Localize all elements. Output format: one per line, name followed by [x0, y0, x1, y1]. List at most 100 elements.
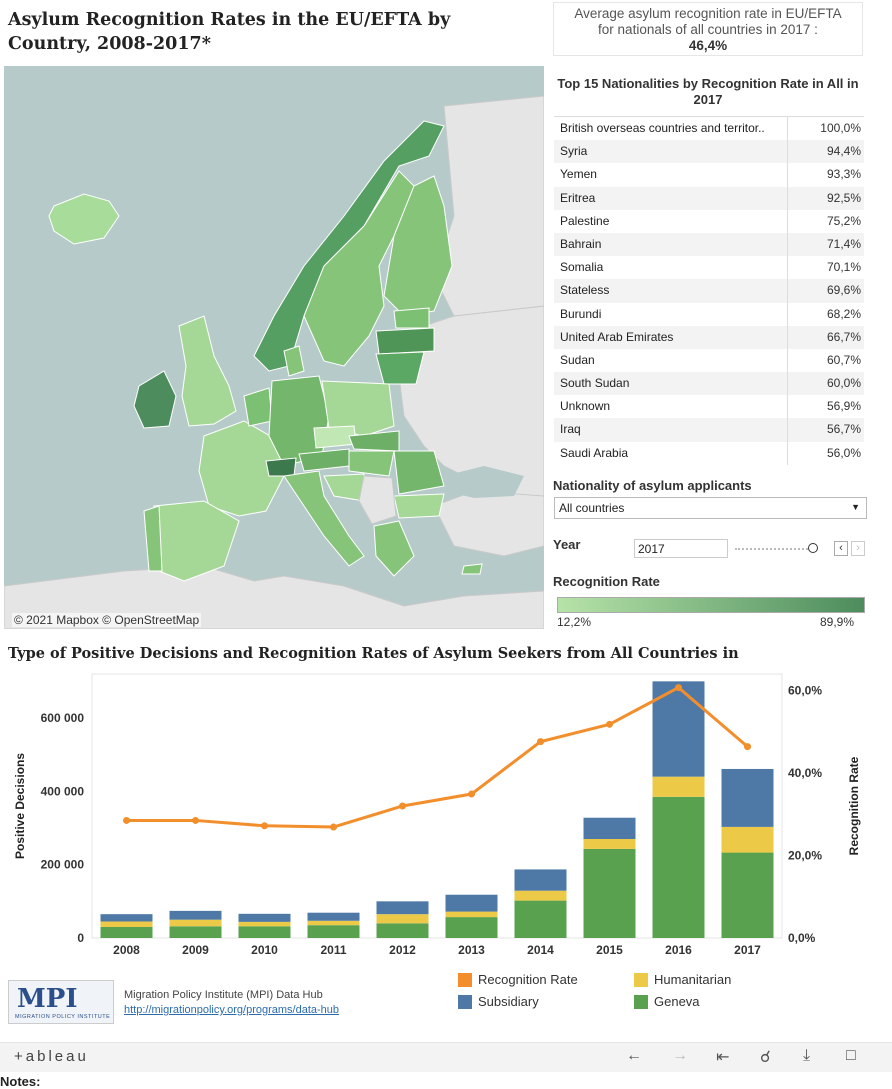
recognition-rate-point[interactable] [537, 738, 544, 746]
nationality-dropdown[interactable]: All countries ▼ [554, 497, 867, 519]
bar-humanitarian[interactable] [307, 920, 360, 926]
recognition-rate-point[interactable] [675, 684, 682, 692]
mpi-logo[interactable]: MPI MIGRATION POLICY INSTITUTE [8, 980, 114, 1024]
table-row[interactable]: Saudi Arabia 56,0% [554, 441, 864, 465]
recognition-rate-line[interactable] [126, 685, 749, 829]
table-row[interactable]: Eritrea 92,5% [554, 186, 864, 210]
year-next-button[interactable]: › [851, 541, 865, 556]
map-canvas[interactable] [4, 66, 544, 629]
legend-label: Humanitarian [654, 972, 732, 987]
bar-geneva[interactable] [307, 925, 360, 938]
avg-line-2: for nationals of all countries in 2017 : [598, 22, 818, 37]
mpi-link[interactable]: http://migrationpolicy.org/programs/data… [124, 1004, 340, 1016]
year-slider-handle[interactable] [808, 543, 818, 553]
nationality-rate: 60,7% [826, 352, 861, 367]
recognition-rate-label: Recognition Rate [553, 574, 660, 589]
recognition-rate-point[interactable] [261, 822, 268, 830]
bar-geneva[interactable] [652, 796, 705, 938]
bar-humanitarian[interactable] [238, 921, 291, 927]
year-slider-track[interactable] [735, 547, 815, 550]
bar-humanitarian[interactable] [652, 776, 705, 797]
table-row[interactable]: Somalia 70,1% [554, 256, 864, 280]
legend-geneva[interactable]: Geneva [634, 994, 700, 1009]
bar-humanitarian[interactable] [445, 911, 498, 918]
table-row[interactable]: Syria 94,4% [554, 140, 864, 164]
bar-humanitarian[interactable] [514, 890, 567, 901]
bar-geneva[interactable] [583, 848, 636, 938]
greece [373, 520, 415, 577]
table-row[interactable]: Bahrain 71,4% [554, 232, 864, 257]
table-row[interactable]: Yemen 93,3% [554, 163, 864, 187]
bar-subsidiary[interactable] [100, 914, 153, 922]
redo-icon[interactable]: → [672, 1047, 688, 1064]
table-row[interactable]: United Arab Emirates 66,7% [554, 325, 864, 349]
top15-title: Top 15 Nationalities by Recognition Rate… [557, 76, 859, 107]
legend-subsidiary[interactable]: Subsidiary [458, 994, 539, 1009]
y2-tick-label: 60,0% [788, 684, 822, 698]
nationality-rate: 69,6% [826, 283, 861, 298]
black-sea [444, 466, 524, 498]
bar-humanitarian[interactable] [721, 826, 774, 853]
bar-subsidiary[interactable] [514, 869, 567, 891]
share-icon[interactable]: ☌ [760, 1049, 771, 1066]
table-row[interactable]: South Sudan 60,0% [554, 372, 864, 396]
positive-decisions-chart[interactable]: 0 200 000 400 000 600 000 0,0% 20,0% 40,0% 60,0… [0, 668, 892, 968]
table-row[interactable]: Unknown 56,9% [554, 395, 864, 419]
table-row[interactable]: Burundi 68,2% [554, 302, 864, 326]
nationality-rate: 94,4% [826, 144, 861, 159]
table-row[interactable]: Sudan 60,7% [554, 348, 864, 373]
recognition-rate-point[interactable] [606, 720, 613, 728]
undo-icon[interactable]: ← [626, 1047, 642, 1064]
europe-map[interactable]: © 2021 Mapbox © OpenStreetMap [4, 66, 544, 629]
bar-geneva[interactable] [376, 923, 429, 938]
table-row[interactable]: Palestine 75,2% [554, 209, 864, 233]
bar-subsidiary[interactable] [583, 817, 636, 839]
bar-geneva[interactable] [514, 900, 567, 938]
bar-humanitarian[interactable] [376, 914, 429, 924]
tableau-logo[interactable]: +ableau [14, 1048, 89, 1065]
bar-humanitarian[interactable] [583, 839, 636, 849]
x-tick-label: 2014 [527, 943, 554, 957]
x-tick-label: 2008 [113, 943, 140, 957]
hungary [348, 450, 395, 477]
bar-subsidiary[interactable] [445, 894, 498, 912]
revert-icon[interactable]: ⇤ [716, 1049, 730, 1066]
recognition-rate-point[interactable] [744, 743, 751, 751]
year-input[interactable]: 2017 [634, 539, 728, 558]
bar-geneva[interactable] [238, 926, 291, 938]
recognition-rate-point[interactable] [468, 790, 475, 798]
bar-subsidiary[interactable] [238, 913, 291, 922]
fullscreen-icon[interactable]: □ [846, 1047, 856, 1064]
bar-geneva[interactable] [721, 852, 774, 938]
bar-humanitarian[interactable] [100, 921, 153, 928]
table-row[interactable]: Stateless 69,6% [554, 279, 864, 303]
bar-humanitarian[interactable] [169, 919, 222, 927]
spain [153, 500, 240, 582]
nationality-rate: 68,2% [826, 306, 861, 321]
nationality-rate: 56,9% [826, 399, 861, 414]
nationality-rate: 75,2% [826, 213, 861, 228]
bar-subsidiary[interactable] [376, 901, 429, 915]
nationality-rate: 92,5% [826, 190, 861, 205]
bar-subsidiary[interactable] [307, 912, 360, 921]
table-row[interactable]: Iraq 56,7% [554, 418, 864, 442]
bar-subsidiary[interactable] [169, 910, 222, 920]
download-icon[interactable]: ⤓ [803, 1047, 811, 1064]
recognition-rate-point[interactable] [123, 816, 130, 824]
bar-geneva[interactable] [100, 927, 153, 938]
recognition-rate-point[interactable] [330, 823, 337, 831]
table-row[interactable]: British overseas countries and territor.… [554, 117, 864, 141]
bar-geneva[interactable] [169, 926, 222, 938]
year-prev-button[interactable]: ‹ [834, 541, 848, 556]
recognition-rate-point[interactable] [399, 802, 406, 810]
legend-swatch [634, 994, 648, 1009]
legend-recognition-rate[interactable]: Recognition Rate [458, 972, 578, 987]
map-attribution[interactable]: © 2021 Mapbox © OpenStreetMap [12, 613, 202, 627]
nationality-label: Nationality of asylum applicants [553, 478, 752, 493]
x-tick-label: 2013 [458, 943, 485, 957]
legend-humanitarian[interactable]: Humanitarian [634, 972, 731, 987]
nationality-name: Somalia [554, 256, 788, 280]
recognition-rate-point[interactable] [192, 816, 199, 824]
bar-subsidiary[interactable] [721, 768, 774, 827]
bar-geneva[interactable] [445, 917, 498, 938]
